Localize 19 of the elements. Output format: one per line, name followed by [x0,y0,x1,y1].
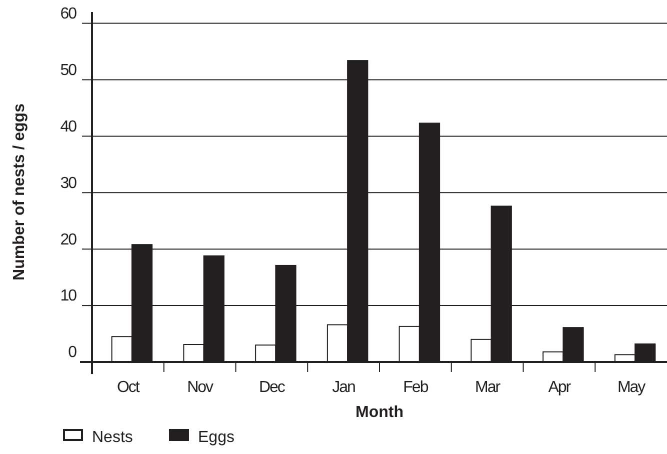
legend-label: Nests [92,429,133,446]
y-tick-label: 10 [60,288,78,305]
x-tick-label: Jan [332,379,356,396]
x-axis-title: Month [356,404,404,421]
x-tick-label: Dec [258,379,286,396]
x-tick-label: Apr [548,379,572,396]
x-tick-label: Nov [187,379,214,396]
y-tick-label: 40 [60,118,78,136]
y-tick-label: 60 [60,5,78,22]
y-tick-label: 50 [60,62,78,79]
y-tick-label: 0 [68,344,78,362]
y-tick-label: 30 [60,174,78,192]
legend-label: Eggs [198,429,234,446]
y-tick-label: 20 [60,231,78,248]
x-tick-label: Mar [475,379,502,396]
y-axis-title: Number of nests / eggs [11,103,28,280]
x-tick-label: May [617,379,646,396]
x-tick-label: Feb [403,379,429,396]
x-tick-label: Oct [116,379,140,396]
